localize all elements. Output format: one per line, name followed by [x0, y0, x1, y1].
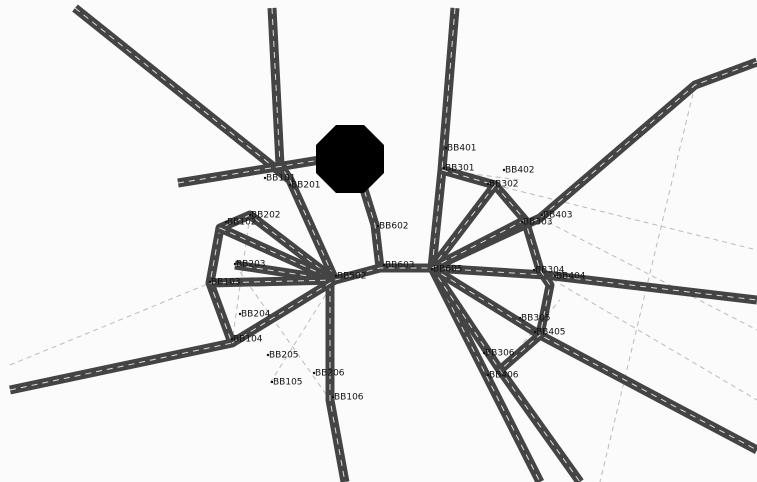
- road: [429, 216, 528, 272]
- road-centerline: [177, 159, 321, 184]
- node-dot: [224, 220, 228, 224]
- node-dot: [444, 146, 448, 150]
- node-label: BB305: [521, 314, 551, 324]
- node-label: BB404: [556, 272, 586, 282]
- node-label: BB106: [334, 393, 364, 403]
- node-dot: [532, 268, 536, 272]
- node-label: BB104: [233, 335, 263, 345]
- node-dot: [482, 351, 486, 355]
- road-centerline: [431, 267, 541, 482]
- node-dot: [553, 274, 557, 278]
- node-label: BB202: [251, 211, 281, 221]
- node-dot: [233, 262, 237, 266]
- node-dot: [331, 395, 335, 399]
- road-centerline: [357, 169, 381, 269]
- node-dot: [376, 224, 380, 228]
- node-label: BB204: [241, 310, 271, 320]
- node-label: BB206: [315, 369, 345, 379]
- node-label: BB102: [227, 218, 257, 228]
- thin-link: [499, 299, 561, 371]
- node-dot: [486, 182, 490, 186]
- node-dot: [266, 353, 270, 357]
- node-dot: [230, 337, 234, 341]
- node-dot: [263, 176, 267, 180]
- road-centerline: [234, 264, 336, 281]
- road-centerline: [231, 279, 336, 344]
- road-centerline: [334, 267, 432, 281]
- road-centerline: [9, 214, 336, 391]
- road-centerline: [329, 285, 346, 482]
- thin-link: [269, 279, 336, 384]
- node-dot: [270, 380, 274, 384]
- node-label: BB201: [291, 181, 321, 191]
- node-label: BB602: [379, 222, 409, 232]
- node-label: BB405: [536, 328, 566, 338]
- node-dot: [520, 220, 524, 224]
- node-dot: [382, 263, 386, 267]
- thin-link: [539, 217, 757, 331]
- node-label: BB502: [337, 272, 367, 282]
- node-label: BB303: [523, 218, 553, 228]
- node-label: BB402: [505, 166, 535, 176]
- node-dot: [442, 166, 446, 170]
- node-label: BB103: [211, 278, 241, 288]
- node-dot: [502, 168, 506, 172]
- node-label: BB203: [236, 260, 266, 270]
- junction-marker: [316, 125, 384, 193]
- node-label: BB304: [535, 266, 565, 276]
- node-dot: [288, 183, 292, 187]
- node-label: BB401: [447, 144, 477, 154]
- thin-link: [234, 264, 331, 401]
- road-centerline: [209, 279, 336, 284]
- node-dot: [486, 373, 490, 377]
- node-dot: [533, 330, 537, 334]
- node-label: BB306: [485, 349, 515, 359]
- node-dot: [312, 371, 316, 375]
- node-label: BB403: [543, 211, 573, 221]
- node-dot: [208, 280, 212, 284]
- node-dot: [248, 213, 252, 217]
- node-label: BB301: [445, 164, 475, 174]
- node-dot: [238, 312, 242, 316]
- node-label: BB605: [433, 265, 463, 275]
- node-label: BB101: [266, 174, 296, 184]
- roads: [9, 4, 757, 482]
- road: [428, 182, 499, 271]
- node-label: BB406: [489, 371, 519, 381]
- node-dot: [518, 316, 522, 320]
- node-dot: [430, 267, 434, 271]
- node-dot: [334, 274, 338, 278]
- road-centerline: [431, 267, 757, 451]
- node-dot: [540, 213, 544, 217]
- node-label: BB603: [385, 261, 415, 271]
- node-label: BB105: [273, 378, 303, 388]
- road: [218, 223, 337, 285]
- thin-link: [9, 282, 211, 366]
- node-label: BB205: [269, 351, 299, 361]
- node-label: BB302: [489, 180, 519, 190]
